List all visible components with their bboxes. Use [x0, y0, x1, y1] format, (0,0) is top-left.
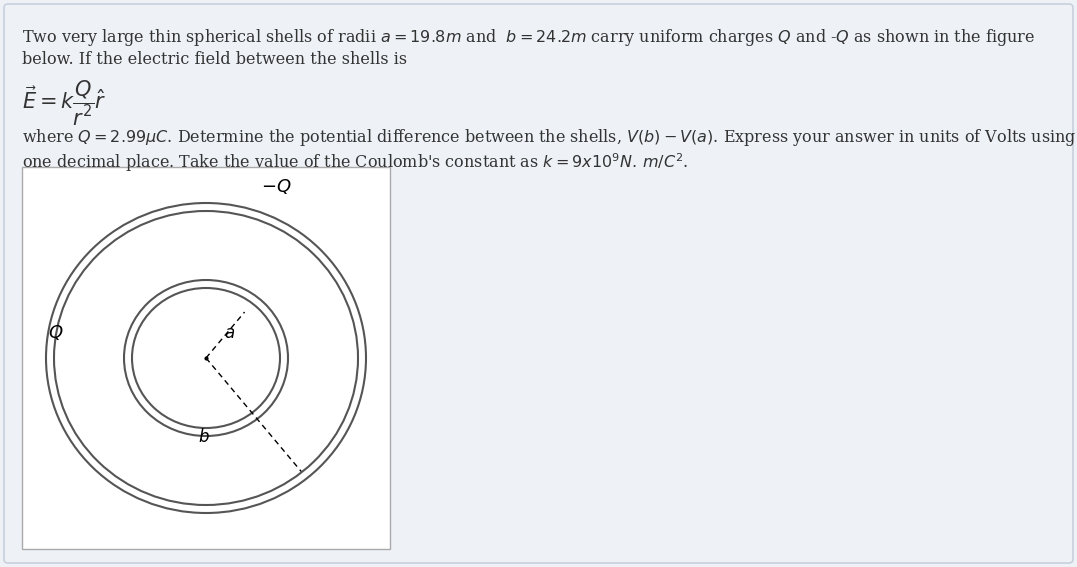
Text: where $Q = 2.99\mu C$. Determine the potential difference between the shells, $V: where $Q = 2.99\mu C$. Determine the pot… — [22, 127, 1077, 148]
Text: $-Q$: $-Q$ — [261, 177, 292, 196]
Text: Two very large thin spherical shells of radii $a = 19.8m$ and  $b = 24.2m$ carry: Two very large thin spherical shells of … — [22, 27, 1035, 48]
Bar — [22, 167, 390, 549]
Text: below. If the electric field between the shells is: below. If the electric field between the… — [22, 51, 407, 68]
FancyBboxPatch shape — [4, 4, 1073, 563]
Text: $Q$: $Q$ — [48, 324, 64, 342]
Text: $\vec{E} = k\dfrac{Q}{r^2}\hat{r}$: $\vec{E} = k\dfrac{Q}{r^2}\hat{r}$ — [22, 79, 107, 128]
Text: $a$: $a$ — [224, 324, 235, 341]
Text: one decimal place. Take the value of the Coulomb's constant as $k = 9x10^9 N.\, : one decimal place. Take the value of the… — [22, 151, 688, 174]
Text: $b$: $b$ — [198, 428, 210, 446]
